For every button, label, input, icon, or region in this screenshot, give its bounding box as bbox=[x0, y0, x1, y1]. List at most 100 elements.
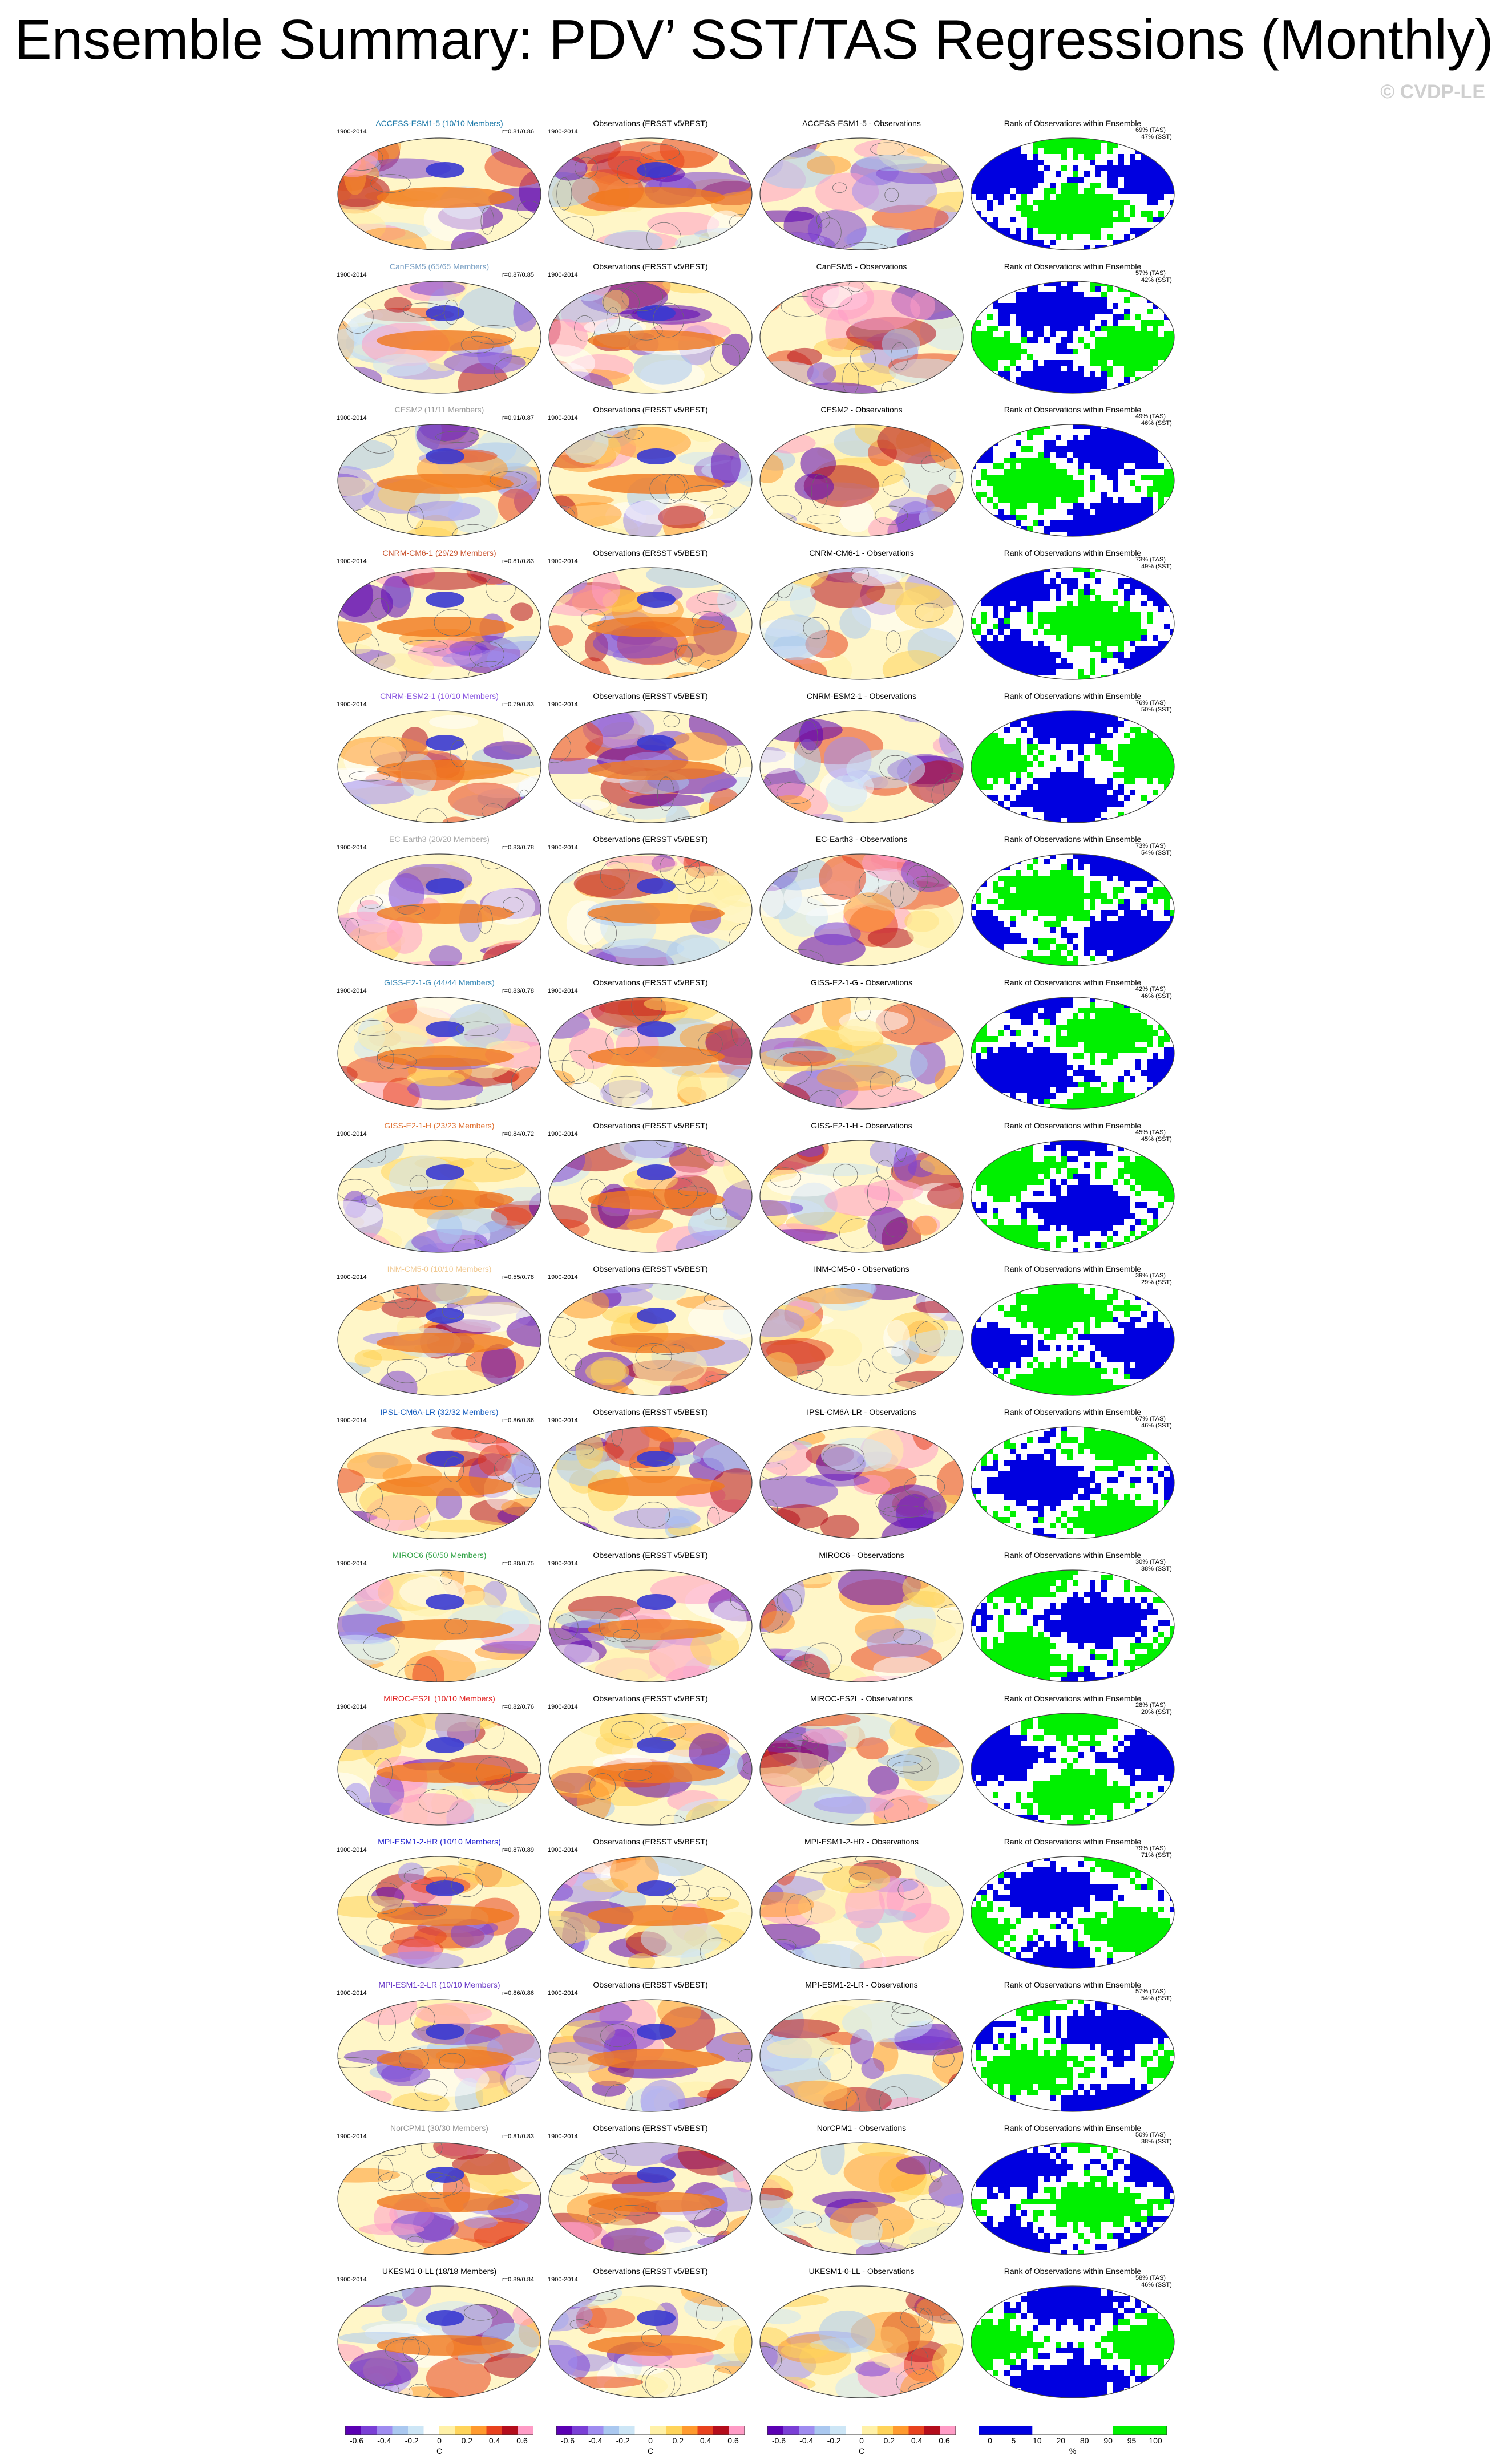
regression-map bbox=[548, 1140, 753, 1253]
colorbar-tick-label: 0.2 bbox=[883, 2436, 895, 2445]
rank-map bbox=[971, 2285, 1175, 2398]
colorbar-swatch bbox=[518, 2426, 533, 2435]
colorbar-tick-label: 80 bbox=[1080, 2436, 1089, 2445]
difference-title: GISS-E2-1-H - Observations bbox=[811, 1121, 912, 1130]
period-label: 1900-2014 bbox=[337, 1704, 367, 1710]
colorbar-swatch bbox=[862, 2426, 878, 2435]
colorbar-swatch bbox=[767, 2426, 783, 2435]
colorbar-model bbox=[345, 2426, 533, 2435]
regression-map bbox=[548, 2142, 753, 2255]
period-label: 1900-2014 bbox=[548, 1274, 578, 1281]
colorbar-tick-label: 0 bbox=[437, 2436, 442, 2445]
observations-title: Observations (ERSST v5/BEST) bbox=[593, 1694, 708, 1703]
model-title: GISS-E2-1-H (23/23 Members) bbox=[384, 1121, 495, 1130]
colorbar-unit: % bbox=[1069, 2446, 1077, 2455]
regression-map bbox=[337, 997, 541, 1110]
regression-map bbox=[337, 2285, 541, 2398]
correlation-label: r=0.87/0.85 bbox=[502, 272, 534, 278]
difference-title: ACCESS-ESM1-5 - Observations bbox=[802, 119, 921, 128]
model-title: UKESM1-0-LL (18/18 Members) bbox=[382, 2267, 497, 2276]
rank-percent-tas: 30% (TAS) bbox=[1135, 1559, 1166, 1565]
regression-map bbox=[337, 137, 541, 250]
colorbar-swatch bbox=[908, 2426, 925, 2435]
colorbar-tick-label: -0.4 bbox=[799, 2436, 814, 2445]
regression-map bbox=[759, 997, 964, 1110]
colorbar-swatch bbox=[799, 2426, 815, 2435]
colorbar-tick-label: 0.6 bbox=[939, 2436, 950, 2445]
rank-percent-sst: 46% (SST) bbox=[1141, 993, 1172, 1000]
difference-title: UKESM1-0-LL - Observations bbox=[808, 2267, 915, 2276]
regression-map bbox=[759, 2285, 964, 2398]
regression-map bbox=[759, 1426, 964, 1539]
regression-map bbox=[548, 424, 753, 537]
rank-map bbox=[971, 137, 1175, 250]
period-label: 1900-2014 bbox=[337, 415, 367, 422]
colorbar-tick-label: -0.2 bbox=[405, 2436, 419, 2445]
rank-title: Rank of Observations within Ensemble bbox=[1004, 1837, 1142, 1846]
rank-title: Rank of Observations within Ensemble bbox=[1004, 2123, 1142, 2133]
colorbar-swatch bbox=[830, 2426, 846, 2435]
colorbar-unit: C bbox=[858, 2446, 865, 2455]
regression-map bbox=[759, 1856, 964, 1969]
difference-title: EC-Earth3 - Observations bbox=[815, 835, 908, 844]
rank-percent-tas: 50% (TAS) bbox=[1135, 2131, 1166, 2138]
period-label: 1900-2014 bbox=[548, 1131, 578, 1138]
colorbar-swatch bbox=[1113, 2426, 1141, 2435]
period-label: 1900-2014 bbox=[337, 988, 367, 994]
correlation-label: r=0.87/0.89 bbox=[502, 1847, 534, 1854]
colorbar-swatch bbox=[1086, 2426, 1114, 2435]
colorbar-swatch bbox=[729, 2426, 745, 2435]
observations-title: Observations (ERSST v5/BEST) bbox=[593, 1551, 708, 1560]
period-label: 1900-2014 bbox=[548, 272, 578, 278]
colorbar-swatch bbox=[682, 2426, 698, 2435]
colorbar-tick-label: -0.6 bbox=[771, 2436, 786, 2445]
period-label: 1900-2014 bbox=[337, 2133, 367, 2140]
correlation-label: r=0.83/0.78 bbox=[502, 844, 534, 851]
regression-map bbox=[337, 853, 541, 966]
colorbar-swatch bbox=[361, 2426, 377, 2435]
regression-map bbox=[337, 281, 541, 394]
rank-percent-sst: 29% (SST) bbox=[1141, 1279, 1172, 1286]
watermark: © CVDP-LE bbox=[1380, 81, 1485, 103]
correlation-label: r=0.55/0.78 bbox=[502, 1274, 534, 1281]
colorbar-tick-label: 20 bbox=[1056, 2436, 1066, 2445]
colorbar-swatch bbox=[783, 2426, 799, 2435]
colorbar-swatch bbox=[556, 2426, 572, 2435]
correlation-label: r=0.89/0.84 bbox=[502, 2276, 534, 2283]
colorbar-swatch bbox=[814, 2426, 831, 2435]
regression-map bbox=[548, 281, 753, 394]
period-label: 1900-2014 bbox=[337, 1417, 367, 1424]
correlation-label: r=0.88/0.75 bbox=[502, 1560, 534, 1567]
observations-title: Observations (ERSST v5/BEST) bbox=[593, 119, 708, 128]
colorbar-tick-label: 0 bbox=[988, 2436, 992, 2445]
difference-title: GISS-E2-1-G - Observations bbox=[810, 978, 913, 987]
rank-percent-tas: 67% (TAS) bbox=[1135, 1415, 1166, 1422]
colorbar-tick-label: 0.4 bbox=[700, 2436, 711, 2445]
period-label: 1900-2014 bbox=[337, 1990, 367, 1997]
rank-percent-sst: 71% (SST) bbox=[1141, 1852, 1172, 1859]
period-label: 1900-2014 bbox=[548, 1560, 578, 1567]
colorbar-swatch bbox=[502, 2426, 518, 2435]
regression-map bbox=[337, 1713, 541, 1826]
model-title: MIROC6 (50/50 Members) bbox=[392, 1551, 487, 1560]
observations-title: Observations (ERSST v5/BEST) bbox=[593, 1980, 708, 1989]
colorbar-swatch bbox=[455, 2426, 471, 2435]
observations-title: Observations (ERSST v5/BEST) bbox=[593, 2267, 708, 2276]
colorbar-tick-label: -0.2 bbox=[616, 2436, 630, 2445]
colorbar-swatch bbox=[1032, 2426, 1060, 2435]
observations-title: Observations (ERSST v5/BEST) bbox=[593, 835, 708, 844]
colorbar-tick-label: 0.2 bbox=[461, 2436, 473, 2445]
rank-map bbox=[971, 1856, 1175, 1969]
rank-percent-tas: 79% (TAS) bbox=[1135, 1845, 1166, 1852]
correlation-label: r=0.79/0.83 bbox=[502, 701, 534, 708]
rank-percent-tas: 57% (TAS) bbox=[1135, 1988, 1166, 1995]
observations-title: Observations (ERSST v5/BEST) bbox=[593, 978, 708, 987]
colorbar-swatch bbox=[486, 2426, 503, 2435]
colorbar-tick-label: 0.6 bbox=[727, 2436, 739, 2445]
period-label: 1900-2014 bbox=[548, 2276, 578, 2283]
colorbar-tick-label: 0 bbox=[648, 2436, 653, 2445]
observations-title: Observations (ERSST v5/BEST) bbox=[593, 691, 708, 701]
observations-title: Observations (ERSST v5/BEST) bbox=[593, 548, 708, 557]
rank-map bbox=[971, 1569, 1175, 1682]
regression-map bbox=[548, 1999, 753, 2112]
